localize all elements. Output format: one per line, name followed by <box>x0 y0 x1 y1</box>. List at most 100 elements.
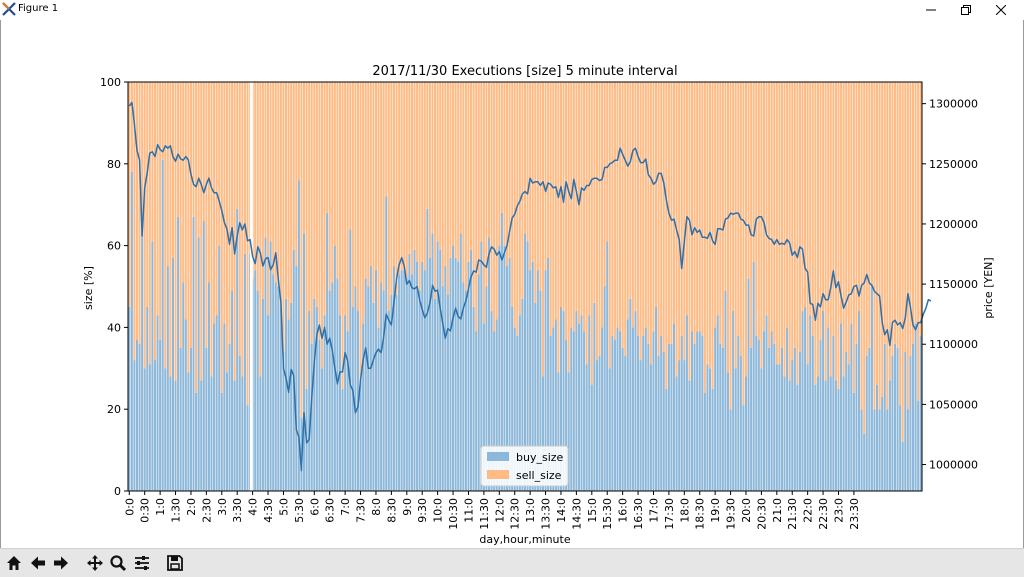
x-tick-label: 18:0 <box>678 498 691 523</box>
bar-sell <box>513 82 516 328</box>
bar-buy <box>652 331 655 491</box>
bar-sell <box>295 82 298 267</box>
bar-buy <box>737 335 740 491</box>
bar-buy <box>642 335 645 491</box>
bar-buy <box>233 380 236 491</box>
bar-buy <box>721 347 724 491</box>
bar-sell <box>780 82 783 348</box>
bar-sell <box>282 82 285 352</box>
bar-sell <box>380 82 383 283</box>
bar-sell <box>881 82 884 397</box>
bar-sell <box>706 82 709 365</box>
x-tick-label: 13:0 <box>524 498 537 523</box>
bar-buy <box>827 327 830 491</box>
bar-sell <box>305 82 308 389</box>
bar-sell <box>449 82 452 258</box>
bar-sell <box>452 82 455 246</box>
bar-sell <box>356 82 360 312</box>
bar-buy <box>919 335 922 491</box>
x-tick-label: 2:0 <box>185 498 198 516</box>
bar-buy <box>326 212 329 491</box>
bar-sell <box>408 82 411 254</box>
bar-buy <box>292 249 295 491</box>
bar-buy <box>801 311 804 491</box>
bar-sell <box>362 82 365 324</box>
bar-buy <box>174 380 177 491</box>
bar-buy <box>762 331 765 491</box>
bar-sell <box>223 82 226 324</box>
bar-sell <box>834 82 837 381</box>
minimize-button[interactable] <box>908 0 954 20</box>
zoom-button[interactable] <box>107 552 129 574</box>
bar-buy <box>439 249 442 491</box>
bar-sell <box>793 82 796 348</box>
bar-sell <box>657 82 660 357</box>
bar-sell <box>467 82 470 262</box>
bar-buy <box>472 306 475 491</box>
pan-button[interactable] <box>84 552 106 574</box>
bar-sell <box>909 82 912 357</box>
bar-sell <box>207 82 210 283</box>
bar-sell <box>138 82 141 344</box>
bar-buy <box>495 319 498 491</box>
x-tick-label: 13:30 <box>540 498 553 530</box>
bar-sell <box>757 82 760 340</box>
x-tick-label: 21:30 <box>786 498 799 530</box>
x-tick-label: 1:30 <box>170 498 183 523</box>
bar-sell <box>493 82 496 332</box>
save-button[interactable] <box>164 552 186 574</box>
bar-sell <box>297 82 300 181</box>
bar-sell <box>583 82 586 332</box>
bar-buy <box>868 347 871 491</box>
bar-buy <box>351 306 354 491</box>
bar-buy <box>169 376 172 491</box>
bar-sell <box>613 82 616 340</box>
bar-buy <box>498 245 501 491</box>
bar-sell <box>184 82 187 320</box>
bar-buy <box>788 380 791 491</box>
bar-buy <box>231 290 234 491</box>
bar-buy <box>302 233 306 491</box>
bar-sell <box>860 82 863 410</box>
bar-buy <box>202 221 205 491</box>
x-tick-label: 6:30 <box>324 498 337 523</box>
bar-buy <box>133 360 136 491</box>
bar-sell <box>398 82 401 275</box>
bar-sell <box>318 82 321 340</box>
bar-buy <box>595 360 598 491</box>
bar-buy <box>459 233 462 491</box>
bar-buy <box>852 392 855 491</box>
bar-buy <box>778 364 781 491</box>
bar-buy <box>549 335 552 491</box>
bar-buy <box>850 323 853 491</box>
bar-buy <box>655 306 658 491</box>
bar-buy <box>881 396 884 491</box>
bar-sell <box>634 82 637 312</box>
x-tick-label: 8:0 <box>370 498 383 516</box>
forward-button[interactable] <box>50 552 72 574</box>
bar-sell <box>133 82 136 361</box>
x-tick-label: 12:30 <box>509 498 522 530</box>
bar-sell <box>701 82 704 336</box>
back-button[interactable] <box>27 552 49 574</box>
bar-sell <box>336 82 339 279</box>
bar-sell <box>536 82 539 271</box>
bar-buy <box>128 306 131 491</box>
bar-sell <box>279 82 282 307</box>
restore-button[interactable] <box>943 0 989 20</box>
x-tick-label: 16:0 <box>617 498 630 523</box>
bar-buy <box>369 266 372 491</box>
bar-sell <box>572 82 575 332</box>
bar-buy <box>359 380 362 491</box>
bar-buy <box>141 233 144 491</box>
bar-sell <box>233 82 236 381</box>
bar-buy <box>362 323 365 491</box>
configure-subplots-button[interactable] <box>131 552 153 574</box>
bar-buy <box>387 311 390 491</box>
bar-buy <box>791 360 794 491</box>
bar-buy <box>490 311 493 491</box>
home-button[interactable] <box>3 552 25 574</box>
bar-sell <box>526 82 529 242</box>
close-button[interactable] <box>978 0 1024 20</box>
bar-sell <box>128 82 131 307</box>
